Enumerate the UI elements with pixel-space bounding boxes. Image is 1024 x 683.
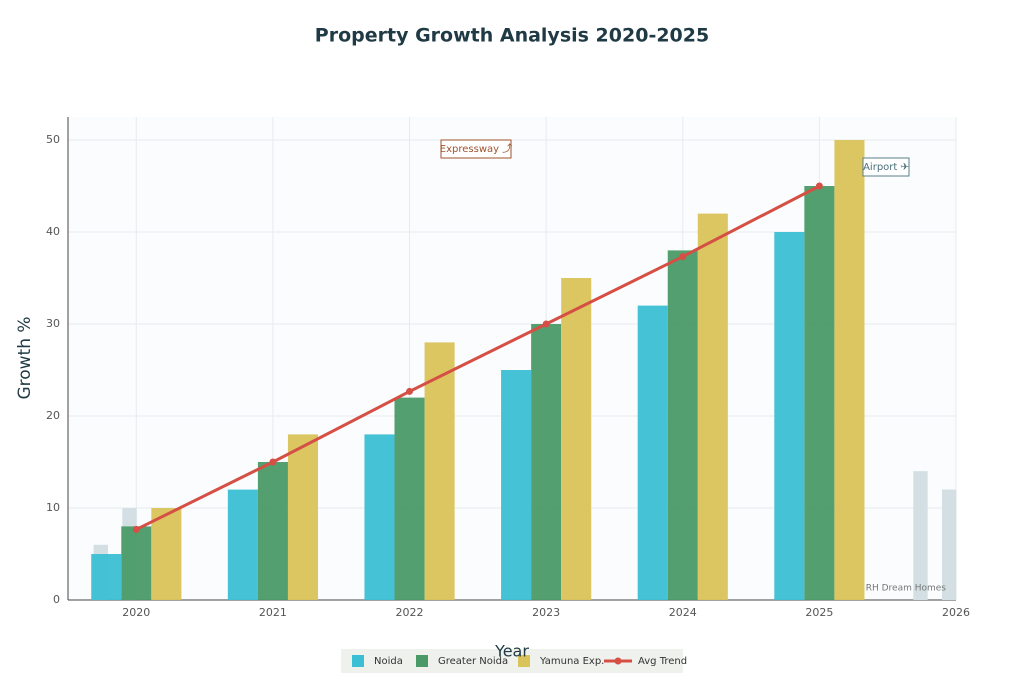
bar	[697, 213, 728, 600]
x-tick-label: 2024	[669, 606, 697, 619]
trend-point	[132, 525, 140, 533]
legend-label: Yamuna Exp.	[539, 656, 604, 667]
x-tick-label: 2023	[532, 606, 560, 619]
plot: 0 10 20 30 40 50 2020 2021 2022 2023 2024 2025 2026	[46, 117, 970, 619]
x-tick-label: 2026	[942, 606, 970, 619]
bar	[121, 526, 152, 600]
bar	[637, 305, 668, 600]
legend-label: Greater Noida	[438, 656, 508, 667]
trend-point	[269, 458, 277, 466]
background-bar	[913, 471, 928, 600]
bar	[91, 554, 122, 600]
annotation: Airport ✈	[863, 162, 909, 173]
y-tick-label: 20	[46, 409, 60, 422]
trend-line	[135, 184, 821, 531]
x-tick-label: 2022	[396, 606, 424, 619]
trend-point	[542, 320, 550, 328]
bar	[287, 434, 319, 600]
legend-swatch	[518, 655, 530, 667]
bar	[667, 250, 698, 600]
annotation-box	[440, 139, 512, 159]
bar	[561, 278, 592, 600]
bar	[257, 462, 288, 600]
y-tick-label: 0	[53, 593, 60, 606]
background-bar	[941, 489, 957, 600]
y-tick-label: 50	[46, 133, 60, 146]
bar	[364, 434, 395, 600]
legend-swatch	[416, 655, 428, 667]
x-tick-label: 2020	[122, 606, 150, 619]
legend-swatch	[614, 657, 622, 665]
legend: Noida Greater Noida Yamuna Exp. Avg Trend	[352, 655, 687, 667]
bar	[834, 140, 865, 600]
legend-label: Avg Trend	[638, 656, 687, 667]
bar	[774, 232, 805, 600]
x-axis-title: Year	[494, 642, 529, 661]
annotation: Expressway ⤴	[440, 142, 512, 155]
watermark: RH Dream Homes	[866, 584, 947, 594]
bar	[394, 397, 425, 600]
legend-swatch	[352, 655, 364, 667]
y-axis-title: Growth %	[15, 316, 35, 399]
y-tick-label: 30	[46, 317, 60, 330]
trend-point	[406, 387, 414, 395]
legend-label: Noida	[374, 656, 403, 667]
x-tick-label: 2021	[259, 606, 287, 619]
trend-point	[679, 253, 687, 261]
trend-point	[815, 182, 823, 190]
x-tick-label: 2025	[805, 606, 833, 619]
bar	[501, 370, 532, 600]
bar	[151, 508, 182, 600]
chart-title: Property Growth Analysis 2020-2025	[315, 25, 709, 47]
y-tick-label: 10	[46, 501, 60, 514]
bar	[424, 342, 455, 600]
bar	[804, 186, 835, 600]
bar	[227, 489, 258, 600]
bar	[531, 324, 562, 600]
annotation-box	[862, 157, 910, 177]
y-tick-label: 40	[46, 225, 60, 238]
